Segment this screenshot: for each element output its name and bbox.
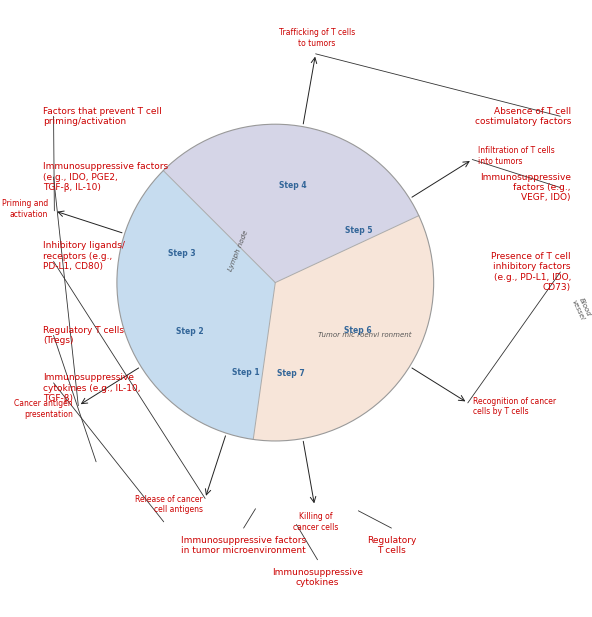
Polygon shape	[117, 170, 275, 439]
Text: Regulatory
T cells: Regulatory T cells	[366, 536, 416, 555]
Text: Step 3: Step 3	[168, 249, 195, 259]
Text: Immunosuppressive factors
(e.g., IDO, PGE2,
TGF-β, IL-10): Immunosuppressive factors (e.g., IDO, PG…	[43, 162, 168, 192]
Text: Presence of T cell
inhibitory factors
(e.g., PD-L1, IDO,
CD73): Presence of T cell inhibitory factors (e…	[491, 252, 571, 292]
Text: Infiltration of T cells
into tumors: Infiltration of T cells into tumors	[478, 146, 554, 166]
Text: Lymph node: Lymph node	[227, 230, 249, 272]
Text: Priming and
activation: Priming and activation	[2, 199, 49, 218]
Polygon shape	[253, 216, 434, 441]
Text: Step 5: Step 5	[345, 226, 372, 235]
Text: Step 1: Step 1	[232, 368, 260, 378]
Text: Step 6: Step 6	[344, 326, 371, 334]
Text: Step 7: Step 7	[278, 368, 305, 378]
Text: Regulatory T cells
(Tregs): Regulatory T cells (Tregs)	[43, 326, 124, 345]
Text: Release of cancer
cell antigens: Release of cancer cell antigens	[136, 495, 203, 514]
Text: Cancer antigen
presentation: Cancer antigen presentation	[14, 399, 73, 419]
Text: Inhibitory ligands/
receptors (e.g.,
PD-L1, CD80): Inhibitory ligands/ receptors (e.g., PD-…	[43, 241, 125, 271]
Text: Step 4: Step 4	[278, 181, 306, 191]
Text: Absence of T cell
costimulatory factors: Absence of T cell costimulatory factors	[475, 107, 571, 126]
Text: Blood
vessel: Blood vessel	[571, 296, 592, 321]
Text: Immunosuppressive
cytokines: Immunosuppressive cytokines	[272, 568, 363, 587]
Text: Step 2: Step 2	[176, 327, 204, 336]
Text: Immunosuppressive factors
in tumor microenvironment: Immunosuppressive factors in tumor micro…	[181, 536, 306, 555]
Text: Immunosuppressive
factors (e.g.,
VEGF, IDO): Immunosuppressive factors (e.g., VEGF, I…	[480, 173, 571, 202]
Polygon shape	[163, 124, 419, 283]
Text: Immunosuppressive
cytokines (e.g., IL-10,
TGF-β): Immunosuppressive cytokines (e.g., IL-10…	[43, 373, 140, 403]
Text: Trafficking of T cells
to tumors: Trafficking of T cells to tumors	[279, 28, 355, 48]
Text: Recognition of cancer
cells by T cells: Recognition of cancer cells by T cells	[473, 397, 556, 416]
Text: Factors that prevent T cell
priming/activation: Factors that prevent T cell priming/acti…	[43, 107, 162, 126]
Text: Tumor mic roenvi ronment: Tumor mic roenvi ronment	[318, 333, 412, 338]
Text: Killing of
cancer cells: Killing of cancer cells	[293, 512, 339, 532]
